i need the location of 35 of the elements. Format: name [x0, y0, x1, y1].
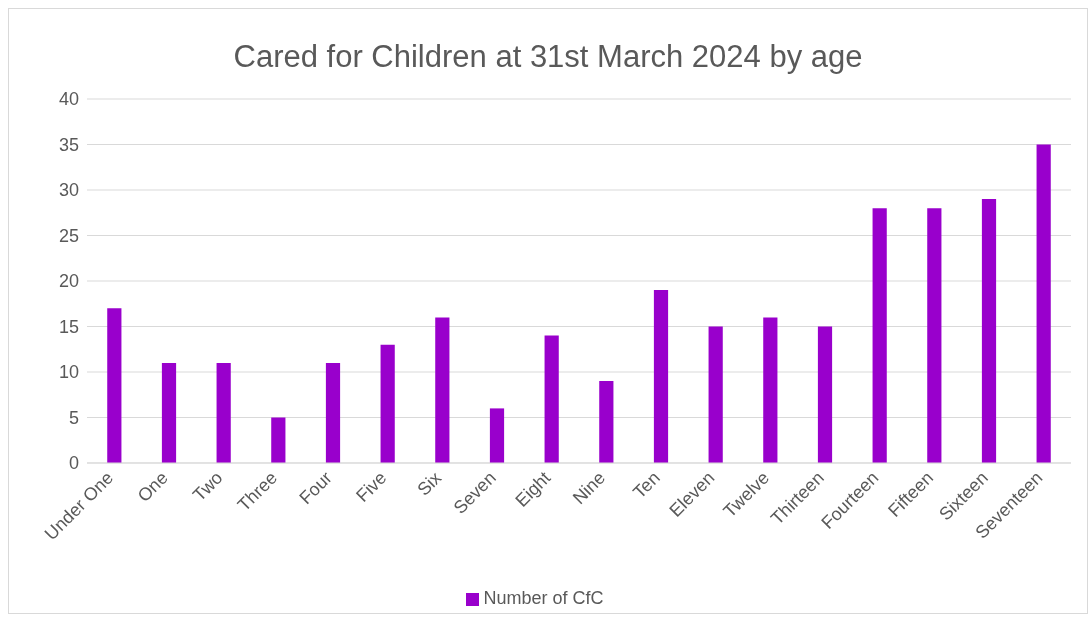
bar — [981, 199, 997, 463]
bar — [872, 208, 887, 463]
bar — [489, 408, 505, 463]
y-tick-label: 0 — [68, 453, 79, 474]
bar — [1036, 144, 1051, 463]
bar — [763, 317, 778, 463]
y-tick-label: 25 — [58, 225, 79, 246]
y-tick-label: 20 — [58, 271, 79, 292]
bar — [325, 362, 341, 463]
x-tick-label: One — [133, 467, 172, 506]
bar — [544, 335, 559, 463]
bar — [817, 326, 833, 463]
x-tick-label: Two — [189, 467, 227, 506]
y-tick-label: 40 — [58, 89, 79, 110]
bar — [216, 362, 231, 463]
chart-title: Cared for Children at 31st March 2024 by age — [232, 38, 864, 76]
bar — [708, 326, 723, 463]
y-tick-label: 5 — [68, 407, 79, 428]
bar — [435, 317, 450, 463]
legend-label: Number of CfC — [483, 588, 604, 608]
y-tick-label: 30 — [58, 180, 79, 201]
x-tick-label: Ten — [629, 467, 664, 503]
x-tick-label: Five — [352, 467, 391, 506]
x-tick-label: Nine — [568, 467, 610, 509]
bar — [927, 208, 942, 463]
bar — [380, 344, 395, 463]
bar — [653, 290, 669, 463]
bar — [161, 362, 177, 463]
x-tick-label: Six — [413, 467, 446, 500]
y-tick-label: 15 — [58, 316, 79, 337]
bar — [599, 381, 614, 463]
y-tick-label: 10 — [58, 362, 79, 383]
bar — [271, 417, 286, 463]
y-tick-label: 35 — [58, 134, 79, 155]
bar — [107, 308, 122, 463]
